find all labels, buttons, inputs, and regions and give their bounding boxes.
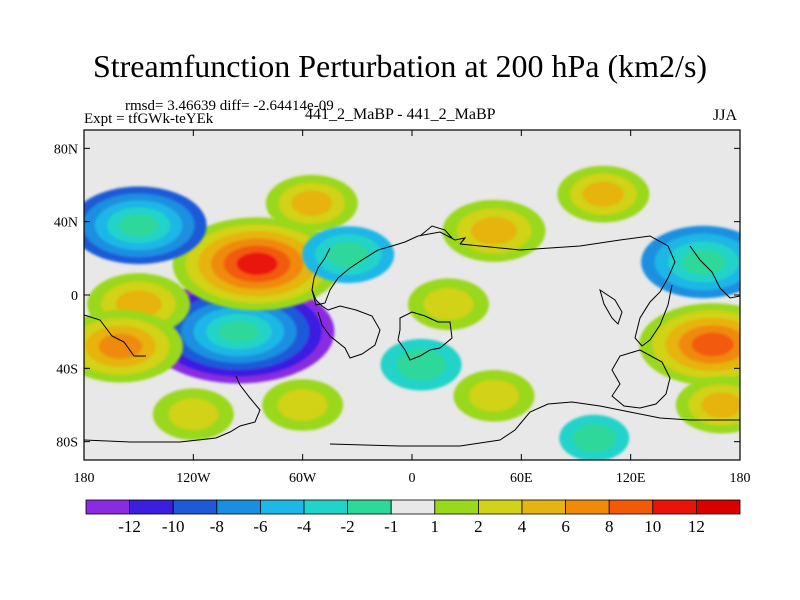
x-tick-label: 180: [74, 471, 95, 486]
anomaly-center: [172, 217, 342, 311]
anomaly-center: [380, 338, 462, 391]
contour-band: [471, 217, 517, 245]
contour-band: [691, 332, 734, 357]
case-label: 441_2_MaBP - 441_2_MaBP: [305, 106, 496, 123]
colorbar-swatch: [521, 499, 566, 515]
anomaly-center: [152, 388, 234, 440]
x-tick-label: 120W: [176, 471, 211, 486]
y-tick-label: 80N: [54, 142, 78, 157]
colorbar-swatch: [347, 499, 392, 515]
colorbar-swatch: [259, 499, 305, 515]
colorbar-label: -4: [297, 517, 312, 536]
anomaly-center: [639, 303, 740, 386]
anomaly-center: [84, 186, 207, 265]
x-tick-label: 120E: [616, 471, 646, 486]
coastline-asia: [459, 235, 676, 347]
contour-band: [572, 423, 616, 453]
colorbar: -12 -10 -8 -6 -4 -2 -1 1 2 4 6 8 10 12: [85, 499, 741, 536]
y-tick-label: 80S: [56, 436, 78, 451]
anomaly-center: [265, 174, 358, 232]
coastline-west-pacific: [84, 314, 146, 357]
colorbar-swatch: [652, 499, 697, 515]
colorbar-swatch: [303, 499, 348, 515]
contour-band: [469, 379, 519, 412]
colorbar-swatch: [434, 499, 479, 515]
rmsd-label: rmsd= 3.46639 diff= -2.64414e-09: [125, 98, 334, 114]
y-tick-label: 40S: [56, 362, 78, 377]
axis-ticks: 180 120W 60W 0 60E 120E 180 80N 40N 0 40S 80S: [54, 130, 751, 486]
contour-band: [396, 348, 447, 381]
colorbar-swatch: [129, 499, 174, 515]
colorbar-swatch: [85, 499, 130, 515]
anomaly-center: [675, 376, 740, 434]
colorbar-label: 10: [644, 517, 661, 536]
coastline-africa: [397, 311, 453, 361]
colorbar-swatch: [390, 499, 436, 515]
x-tick-label: 0: [409, 471, 416, 486]
coastline: [84, 225, 740, 447]
x-tick-label: 60E: [510, 471, 533, 486]
coastline-india-seasia: [599, 288, 623, 325]
colorbar-label: 12: [688, 517, 705, 536]
colorbar-label: -6: [253, 517, 267, 536]
colorbar-label: 1: [431, 517, 440, 536]
colorbar-label: 4: [518, 517, 527, 536]
season-label: JJA: [713, 107, 738, 124]
colorbar-label: 2: [474, 517, 483, 536]
coastline-australia: [611, 349, 671, 409]
anomaly-center: [641, 225, 740, 299]
colorbar-label: 8: [605, 517, 614, 536]
colorbar-swatch: [696, 499, 741, 515]
contour-band: [582, 181, 624, 207]
colorbar-swatch: [477, 499, 523, 515]
anomaly-center: [262, 379, 344, 431]
colorbar-swatch: [565, 499, 610, 515]
colorbar-label: -2: [341, 517, 355, 536]
anomaly-center: [559, 414, 630, 460]
coastline-central-america: [311, 289, 329, 311]
anomaly-center: [302, 226, 395, 284]
colorbar-swatch: [608, 499, 654, 515]
chart-title: Streamfunction Perturbation at 200 hPa (…: [92, 48, 708, 84]
coastline-north-america: [311, 231, 467, 306]
contour-band: [701, 392, 740, 418]
contour-band: [98, 333, 143, 359]
colorbar-label: 6: [561, 517, 570, 536]
y-tick-label: 0: [71, 289, 78, 304]
coastline-antarctica: [84, 375, 740, 447]
x-tick-label: 60W: [289, 471, 317, 486]
colorbar-label: -12: [118, 517, 141, 536]
contour-band: [218, 320, 259, 343]
y-tick-label: 40N: [54, 216, 78, 231]
contour-band: [291, 190, 333, 216]
contour-band: [277, 389, 328, 421]
contour-band: [119, 214, 159, 237]
contour-band: [423, 288, 474, 321]
coastline-greenland: [419, 225, 453, 239]
colorbar-swatch: [172, 499, 218, 515]
coastline-south-america: [317, 305, 381, 359]
anomaly-center: [453, 370, 535, 422]
contour-band: [327, 242, 369, 268]
experiment-label: Expt = tfGWk-teYEk: [84, 111, 214, 127]
anomaly-center: [557, 165, 650, 223]
x-tick-label: 180: [730, 471, 751, 486]
colorbar-label: -10: [162, 517, 185, 536]
anomaly-center: [442, 199, 546, 262]
contour-band: [681, 249, 726, 275]
coastline-east-asia: [689, 245, 740, 299]
colorbar-label: -8: [210, 517, 224, 536]
colorbar-swatch: [216, 499, 261, 515]
contour-band: [236, 252, 278, 276]
colorbar-label: -1: [384, 517, 398, 536]
contour-band: [168, 398, 219, 431]
contour-field: [84, 165, 740, 460]
